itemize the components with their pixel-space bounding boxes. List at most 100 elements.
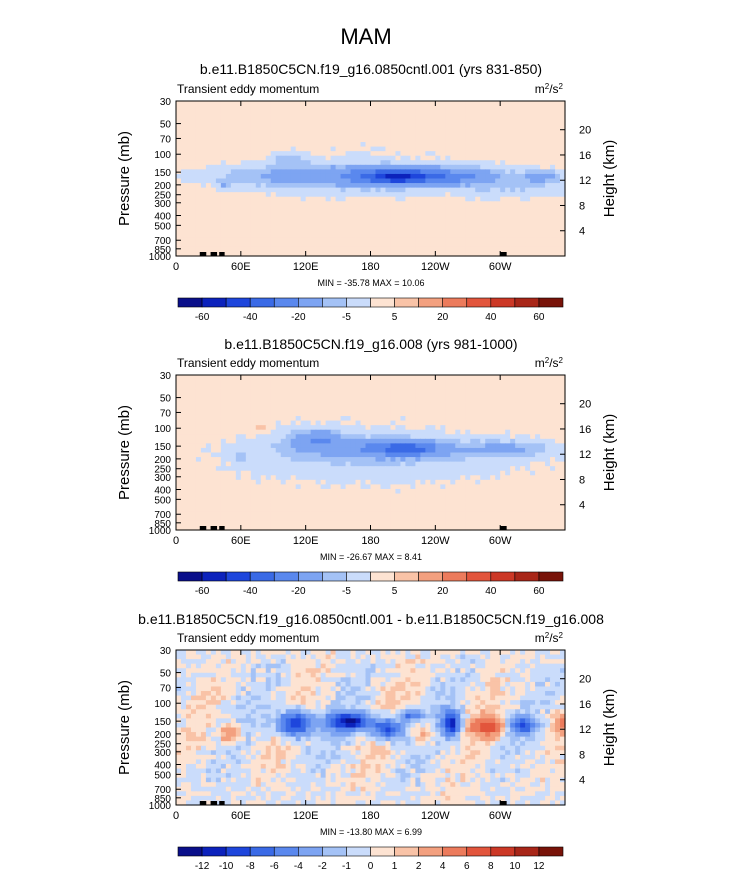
contour-cell: [260, 155, 267, 161]
contour-cell: [460, 475, 466, 481]
contour-cell: [320, 416, 327, 422]
contour-cell: [540, 228, 546, 234]
contour-cell: [510, 498, 516, 504]
contour-cell: [310, 119, 317, 125]
contour-cell: [280, 151, 287, 157]
contour-cell: [190, 379, 197, 385]
contour-cell: [190, 406, 197, 413]
contour-cell: [390, 384, 397, 390]
contour-cell: [305, 388, 312, 394]
contour-cell: [295, 246, 302, 253]
contour-cell: [480, 101, 486, 107]
contour-cell: [525, 429, 531, 435]
contour-cell: [455, 457, 461, 463]
contour-cell: [505, 178, 511, 184]
contour-cell: [350, 388, 357, 394]
contour-cell: [465, 470, 471, 476]
contour-cell: [305, 484, 312, 490]
contour-cell: [360, 137, 367, 143]
contour-cell: [500, 105, 506, 111]
contour-cell: [230, 452, 237, 458]
contour-cell: [365, 119, 372, 125]
contour-cell: [270, 146, 277, 152]
contour-cell: [550, 484, 556, 490]
contour-cell: [185, 228, 192, 234]
contour-cell: [385, 205, 392, 212]
contour-cell: [500, 429, 506, 435]
contour-cell: [255, 447, 262, 454]
contour-cell: [245, 242, 252, 248]
units-exp: 2: [559, 356, 564, 365]
contour-cell: [485, 457, 491, 463]
contour-cell: [250, 228, 257, 234]
contour-cell: [475, 461, 481, 467]
contour-cell: [225, 114, 232, 120]
contour-cell: [385, 461, 392, 467]
contour-cell: [535, 219, 541, 225]
units-label: m2/s2: [535, 82, 564, 97]
contour-cell: [220, 237, 227, 243]
contour-cell: [430, 461, 436, 467]
contour-cell: [225, 429, 232, 435]
contour-cell: [240, 379, 247, 385]
contour-cell: [330, 210, 337, 216]
contour-cell: [305, 384, 312, 390]
contour-cell: [255, 379, 262, 385]
contour-cell: [325, 406, 332, 413]
contour-cell: [245, 214, 252, 221]
contour-cell: [250, 142, 257, 148]
contour-cell: [470, 173, 476, 180]
contour-cell: [225, 379, 232, 385]
contour-cell: [285, 132, 292, 139]
contour-cell: [430, 438, 436, 444]
contour-cell: [455, 196, 461, 202]
contour-cell: [405, 246, 411, 253]
contour-cell: [185, 173, 192, 180]
contour-cell: [425, 420, 431, 426]
contour-cell: [470, 466, 476, 472]
contour-cell: [420, 425, 426, 431]
contour-cell: [425, 498, 431, 504]
contour-cell: [330, 242, 337, 248]
contour-cell: [530, 242, 536, 248]
contour-cell: [415, 397, 421, 403]
contour-cell: [450, 429, 456, 435]
contour-cell: [300, 411, 307, 417]
contour-cell: [255, 155, 262, 161]
contour-cell: [450, 434, 456, 440]
contour-cell: [375, 192, 382, 198]
contour-cell: [440, 187, 446, 193]
contour-cell: [490, 137, 496, 143]
contour-cell: [220, 178, 227, 184]
contour-cell: [390, 452, 397, 458]
contour-cell: [220, 214, 227, 221]
contour-cell: [410, 420, 416, 426]
contour-cell: [210, 498, 217, 504]
contour-cell: [555, 484, 561, 490]
contour-cell: [375, 393, 382, 399]
contour-cell: [495, 224, 501, 230]
contour-cell: [400, 119, 407, 125]
contour-cell: [345, 219, 352, 225]
contour-cell: [335, 479, 342, 486]
contour-cell: [540, 214, 546, 221]
colorbar-label: -60: [195, 312, 210, 323]
contour-cell: [180, 466, 187, 472]
contour-cell: [500, 110, 506, 116]
contour-cell: [460, 470, 466, 476]
contour-cell: [335, 429, 342, 435]
contour-cell: [485, 379, 491, 385]
contour-cell: [540, 379, 546, 385]
contour-cell: [290, 457, 297, 463]
contour-cell: [520, 466, 526, 472]
contour-cell: [385, 101, 392, 107]
contour-cell: [190, 160, 197, 166]
contour-cell: [400, 438, 407, 444]
contour-cell: [275, 142, 282, 148]
contour-cell: [405, 210, 411, 216]
contour-cell: [260, 493, 267, 499]
contour-cell: [560, 101, 566, 107]
contour-cell: [455, 246, 461, 253]
contour-cell: [430, 160, 436, 166]
contour-cell: [505, 375, 511, 381]
